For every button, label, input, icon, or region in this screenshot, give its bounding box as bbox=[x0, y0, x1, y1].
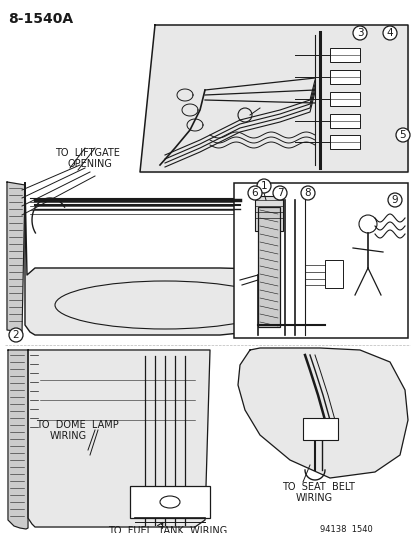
Circle shape bbox=[382, 26, 396, 40]
Text: 2: 2 bbox=[13, 330, 19, 340]
Bar bbox=[329, 48, 359, 62]
Circle shape bbox=[247, 186, 261, 200]
Text: 1: 1 bbox=[260, 181, 267, 191]
Circle shape bbox=[352, 26, 366, 40]
Polygon shape bbox=[25, 183, 299, 335]
Circle shape bbox=[256, 179, 271, 193]
Text: OPENING: OPENING bbox=[68, 159, 113, 169]
Text: WIRING: WIRING bbox=[50, 431, 87, 441]
FancyBboxPatch shape bbox=[233, 183, 407, 338]
Circle shape bbox=[300, 186, 314, 200]
Polygon shape bbox=[28, 350, 209, 527]
Bar bbox=[130, 486, 209, 518]
Polygon shape bbox=[7, 182, 25, 332]
Text: 8: 8 bbox=[304, 188, 311, 198]
Text: 6: 6 bbox=[251, 188, 258, 198]
Bar bbox=[329, 70, 359, 84]
Text: TO  SEAT  BELT: TO SEAT BELT bbox=[281, 482, 354, 492]
Text: 5: 5 bbox=[399, 130, 405, 140]
Bar bbox=[257, 207, 279, 327]
Polygon shape bbox=[140, 25, 407, 172]
Circle shape bbox=[387, 193, 401, 207]
Polygon shape bbox=[237, 348, 407, 478]
Bar bbox=[302, 418, 337, 440]
Polygon shape bbox=[8, 350, 28, 529]
Text: 3: 3 bbox=[356, 28, 363, 38]
Bar bbox=[329, 135, 359, 149]
Text: WIRING: WIRING bbox=[295, 493, 332, 503]
Text: TO  FUEL  TANK  WIRING: TO FUEL TANK WIRING bbox=[108, 526, 227, 533]
Bar bbox=[254, 196, 282, 231]
Bar bbox=[329, 114, 359, 128]
Circle shape bbox=[9, 328, 23, 342]
Circle shape bbox=[395, 128, 409, 142]
Text: 94138  1540: 94138 1540 bbox=[319, 525, 372, 533]
Text: TO  DOME  LAMP: TO DOME LAMP bbox=[36, 420, 119, 430]
Circle shape bbox=[272, 186, 286, 200]
Bar bbox=[324, 260, 342, 288]
Text: 4: 4 bbox=[386, 28, 392, 38]
Text: 8-1540A: 8-1540A bbox=[8, 12, 73, 26]
Bar bbox=[329, 92, 359, 106]
Text: TO  LIFTGATE: TO LIFTGATE bbox=[55, 148, 120, 158]
Text: 9: 9 bbox=[391, 195, 397, 205]
Text: 7: 7 bbox=[276, 188, 282, 198]
